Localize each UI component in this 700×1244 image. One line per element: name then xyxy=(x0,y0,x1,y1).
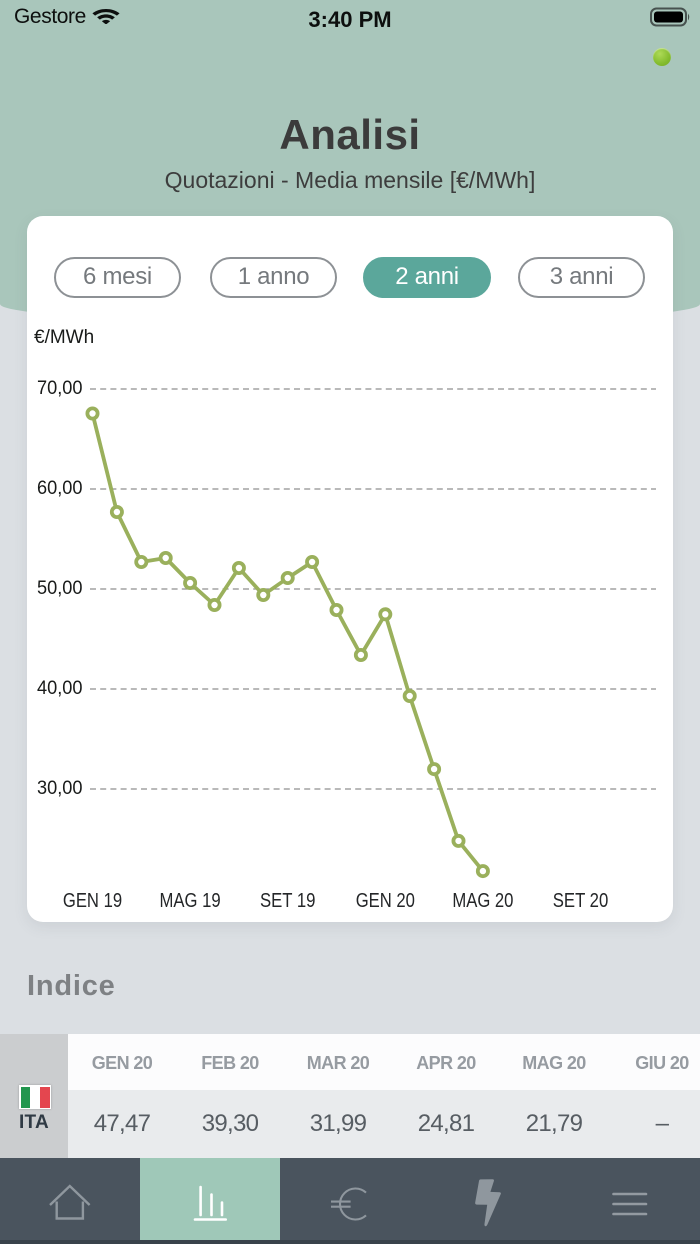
svg-text:GEN 20: GEN 20 xyxy=(356,890,415,912)
svg-text:SET 20: SET 20 xyxy=(553,890,609,912)
svg-text:MAG 19: MAG 19 xyxy=(160,890,221,912)
svg-text:60,00: 60,00 xyxy=(37,478,83,499)
svg-text:€/MWh: €/MWh xyxy=(34,327,94,348)
svg-text:SET 19: SET 19 xyxy=(260,890,316,912)
svg-text:GEN 19: GEN 19 xyxy=(63,890,122,912)
svg-text:MAG 20: MAG 20 xyxy=(452,890,513,912)
svg-text:30,00: 30,00 xyxy=(37,778,83,799)
svg-text:70,00: 70,00 xyxy=(37,378,83,399)
svg-text:50,00: 50,00 xyxy=(37,578,83,599)
svg-text:40,00: 40,00 xyxy=(37,678,83,699)
